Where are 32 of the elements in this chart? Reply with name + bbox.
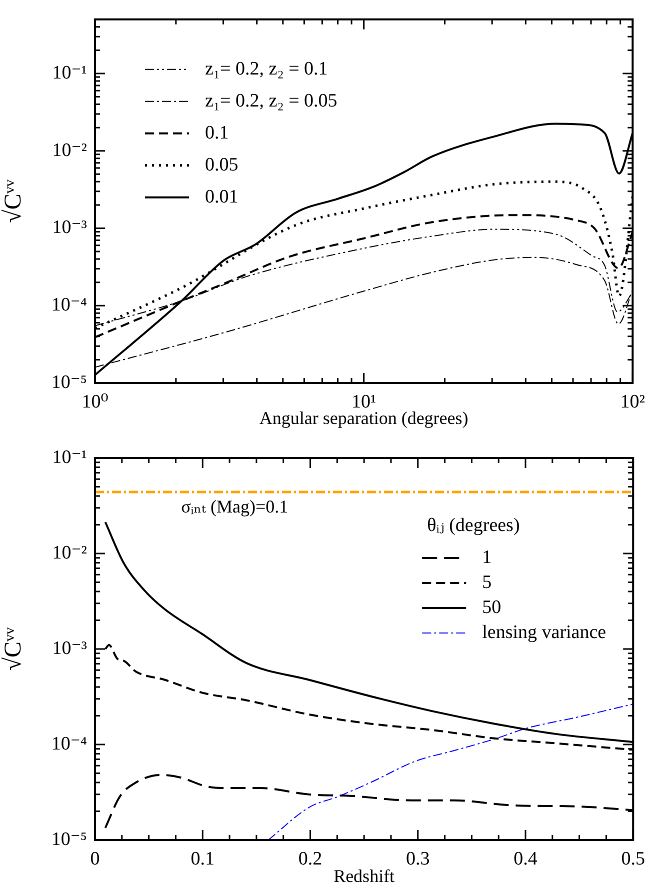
y-tick-label: 10⁻² (52, 542, 88, 564)
x-tick-label: 0.3 (406, 848, 430, 870)
y-tick-label: 10⁻¹ (52, 446, 88, 468)
x-tick-label: 0 (90, 848, 100, 870)
y-tick-label: 10⁻³ (52, 638, 88, 659)
x-tick-label: 0.4 (514, 848, 538, 870)
legend-label: lensing variance (482, 622, 606, 643)
y-tick-label: 10⁻³ (52, 217, 88, 238)
legend-label: 0.05 (205, 154, 238, 176)
y-tick-label: 10⁻⁵ (51, 828, 87, 850)
x-tick-label: 0.5 (621, 848, 645, 870)
legend-label: z₁= 0.2, z₂ = 0.05 (205, 90, 338, 112)
y-axis-title: √Cᵛᵛ (0, 178, 27, 223)
x-axis-title: Redshift (334, 866, 395, 886)
x-tick-label: 0.2 (298, 848, 322, 870)
legend-label: 1 (482, 546, 492, 568)
x-tick-label: 10⁰ (82, 391, 109, 412)
legend-label: 0.1 (205, 122, 229, 144)
y-tick-label: 10⁻¹ (52, 62, 88, 84)
y-tick-label: 10⁻⁴ (51, 733, 88, 754)
y-tick-label: 10⁻² (52, 140, 88, 161)
legend-label: 5 (482, 572, 492, 593)
legend-label: 0.01 (205, 186, 238, 208)
annotation: σᵢₙₜ (Mag)=0.1 (181, 496, 288, 517)
y-tick-label: 10⁻⁴ (51, 294, 88, 316)
legend-title: θᵢⱼ (degrees) (427, 514, 520, 536)
y-tick-label: 10⁻⁵ (51, 372, 87, 393)
legend-label: 50 (482, 596, 502, 618)
x-tick-label: 10² (620, 391, 646, 412)
legend-label: z₁= 0.2, z₂ = 0.1 (205, 58, 328, 80)
x-tick-label: 0.1 (190, 848, 214, 870)
y-axis-title: √Cᵛᵛ (0, 626, 27, 671)
